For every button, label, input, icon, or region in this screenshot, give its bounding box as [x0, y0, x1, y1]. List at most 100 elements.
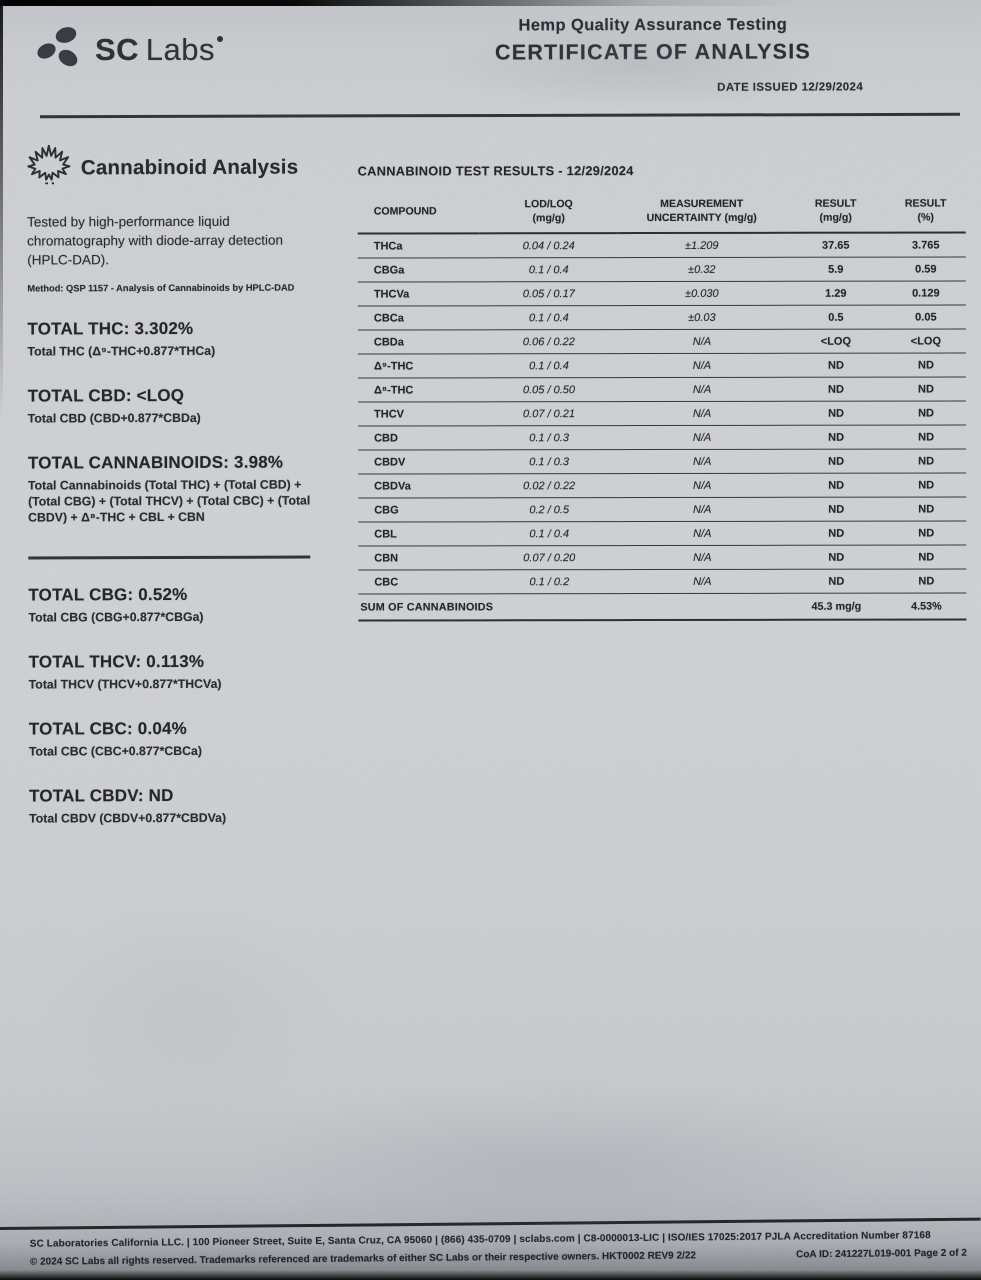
total-label: TOTAL THCV: 0.113% [28, 651, 205, 672]
result-row: CBDVa 0.02 / 0.22 N/A ND ND [358, 473, 967, 499]
column-header: MEASUREMENT UNCERTAINTY (mg/g) [646, 197, 757, 224]
result-cell: CBDVa [374, 480, 411, 493]
result-cell: N/A [692, 359, 712, 372]
total-formula: Total CBC (CBC+0.877*CBCa) [28, 743, 202, 759]
result-cell: 0.1 / 0.3 [529, 455, 570, 468]
result-cell: 1.29 [825, 287, 847, 300]
logo-sc-text: SC [95, 31, 140, 67]
totals-primary-list: TOTAL THC: 3.302% Total THC (Δ⁹-THC+0.877… [27, 319, 320, 527]
result-cell: ND [828, 503, 845, 516]
result-cell: CBC [374, 576, 399, 589]
result-row: THCa 0.04 / 0.24 ±1.209 37.65 3.765 [357, 232, 966, 259]
result-row: CBC 0.1 / 0.2 N/A ND ND [358, 569, 967, 595]
result-cell: CBG [374, 504, 399, 517]
result-cell: 0.05 [915, 311, 937, 324]
results-table-header: COMPOUND LOD/LOQ (mg/g) MEASUREMENT UNCERTAI… [357, 192, 966, 234]
sum-result-mg: 45.3 mg/g [811, 600, 862, 613]
result-cell: N/A [692, 431, 712, 444]
result-cell: Δ⁹-THC [373, 360, 414, 373]
result-row: CBDa 0.06 / 0.22 N/A <LOQ <LOQ [357, 329, 966, 355]
result-cell: 0.05 / 0.50 [522, 383, 576, 396]
result-cell: 0.05 / 0.17 [522, 287, 575, 300]
result-cell: 0.1 / 0.2 [529, 575, 570, 588]
header-title-block: Hemp Quality Assurance Testing CERTIFICA… [443, 15, 863, 94]
total-label: TOTAL CBC: 0.04% [28, 718, 188, 739]
coa-id-text: CoA ID: 241227L019-001 Page 2 of 2 [796, 1247, 967, 1261]
result-row: CBN 0.07 / 0.20 N/A ND ND [358, 545, 967, 571]
total-block: TOTAL CBD: <LOQ Total CBD (CBD+0.877*CBDa… [28, 386, 320, 428]
scan-smudge [40, 900, 340, 1120]
result-cell: 0.1 / 0.4 [529, 359, 569, 372]
result-cell: 0.04 / 0.24 [522, 239, 575, 252]
result-cell: THCVa [373, 288, 410, 301]
result-cell: N/A [693, 575, 712, 588]
total-formula: Total CBDV (CBDV+0.877*CBDVa) [29, 810, 227, 826]
result-row: CBDV 0.1 / 0.3 N/A ND ND [358, 449, 967, 475]
section-header: Cannabinoid Analysis [27, 141, 319, 194]
result-cell: CBN [374, 552, 399, 565]
total-label: TOTAL CBDV: ND [29, 785, 174, 806]
result-cell: N/A [692, 383, 712, 396]
logo-wordmark: SC Labs [95, 31, 224, 68]
result-cell: ND [828, 455, 845, 468]
result-cell: ND [828, 431, 845, 444]
results-table-body: THCa 0.04 / 0.24 ±1.209 37.65 3.765 CBGa 0.1 /… [357, 232, 967, 621]
total-label: TOTAL THC: 3.302% [27, 319, 194, 339]
result-cell: ND [918, 455, 935, 468]
result-cell: 0.1 / 0.4 [528, 311, 569, 324]
result-cell: ND [918, 503, 935, 516]
result-cell: N/A [693, 527, 712, 540]
result-cell: CBDV [374, 456, 406, 469]
results-table-title: CANNABINOID TEST RESULTS - 12/29/2024 [357, 163, 634, 179]
sclabs-seeds-icon [33, 22, 85, 77]
result-cell: 0.59 [915, 263, 937, 276]
result-row: CBCa 0.1 / 0.4 ±0.03 0.5 0.05 [357, 305, 966, 331]
total-formula: Total CBG (CBG+0.877*CBGa) [28, 609, 204, 625]
column-header: RESULT (mg/g) [814, 197, 857, 224]
result-cell: CBCa [373, 312, 404, 325]
result-cell: ND [918, 551, 935, 564]
logo-labs-text: Labs [145, 31, 216, 67]
cannabinoid-analysis-panel: Cannabinoid Analysis Tested by high-perf… [27, 141, 321, 827]
total-formula: Total THC (Δ⁹-THC+0.877*THCa) [27, 344, 216, 359]
sclabs-logo: SC Labs [33, 22, 224, 77]
total-label: TOTAL CBD: <LOQ [27, 386, 185, 406]
left-panel-divider [28, 555, 311, 560]
total-block: TOTAL THC: 3.302% Total THC (Δ⁹-THC+0.877… [27, 319, 319, 361]
sum-label: SUM OF CANNABINOIDS [360, 600, 494, 614]
scanner-edge-top [0, 0, 981, 6]
result-cell: ND [828, 407, 844, 420]
sum-of-cannabinoids-row: SUM OF CANNABINOIDS 45.3 mg/g 4.53% [358, 593, 967, 621]
result-cell: 3.765 [911, 239, 940, 252]
result-cell: 0.2 / 0.5 [529, 503, 570, 516]
result-cell: N/A [692, 479, 712, 492]
result-cell: THCa [373, 240, 403, 253]
trademark-dot-icon [217, 35, 224, 42]
sum-result-pct: 4.53% [911, 600, 942, 613]
total-block: TOTAL CANNABINOIDS: 3.98% Total Cannabino… [28, 453, 320, 527]
result-cell: ±0.03 [688, 311, 716, 324]
result-row: Δ⁹-THC 0.1 / 0.4 N/A ND ND [357, 353, 966, 379]
result-row: THCV 0.07 / 0.21 N/A ND ND [358, 401, 967, 427]
result-cell: 0.07 / 0.20 [523, 551, 576, 564]
method-description: Tested by high-performance liquid chroma… [27, 213, 284, 268]
result-cell: ±0.32 [688, 263, 716, 276]
result-row: CBL 0.1 / 0.4 N/A ND ND [358, 521, 967, 547]
totals-secondary-list: TOTAL CBG: 0.52% Total CBG (CBG+0.877*CBG… [28, 584, 321, 827]
result-cell: ND [828, 551, 845, 564]
result-cell: CBL [374, 528, 397, 541]
column-header: LOD/LOQ (mg/g) [524, 198, 573, 224]
result-cell: CBD [374, 432, 398, 445]
total-label: TOTAL CANNABINOIDS: 3.98% [27, 453, 284, 473]
column-header: COMPOUND [373, 205, 437, 218]
result-cell: 0.02 / 0.22 [523, 479, 576, 492]
page-footer: SC Laboratories California LLC. | 100 Pi… [0, 1217, 981, 1268]
result-row: CBGa 0.1 / 0.4 ±0.32 5.9 0.59 [357, 257, 966, 283]
result-cell: ND [918, 407, 934, 420]
total-block: TOTAL CBG: 0.52% Total CBG (CBG+0.877*CBG… [28, 584, 320, 626]
result-row: THCVa 0.05 / 0.17 ±0.030 1.29 0.129 [357, 281, 966, 307]
result-cell: 0.06 / 0.22 [522, 335, 575, 348]
result-cell: 0.1 / 0.4 [528, 263, 569, 276]
result-cell: N/A [692, 455, 712, 468]
